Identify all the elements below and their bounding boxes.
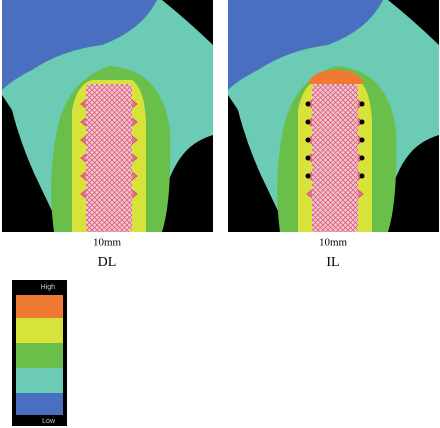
legend: High Low: [12, 280, 67, 426]
scale-label: 10mm: [319, 237, 348, 249]
legend-low: Low: [42, 418, 56, 425]
il-image: [227, 0, 440, 233]
scale-label: 10mm: [93, 237, 122, 249]
legend-high: High: [41, 284, 56, 291]
dl-image: [1, 0, 214, 233]
panel-label: DL: [98, 255, 117, 270]
panel-label: IL: [326, 255, 339, 270]
